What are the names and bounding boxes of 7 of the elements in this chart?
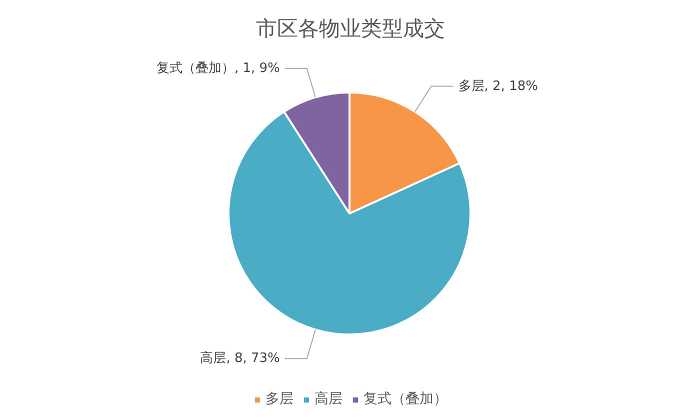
legend-label: 高层 [314,390,342,408]
legend-label: 多层 [266,390,294,408]
legend-label: 复式（叠加） [364,390,448,408]
chart-title: 市区各物业类型成交 [256,16,445,40]
data-label: 复式（叠加）, 1, 9% [156,60,280,76]
data-label: 多层, 2, 18% [458,78,538,94]
data-label: 高层, 8, 73% [200,350,280,366]
